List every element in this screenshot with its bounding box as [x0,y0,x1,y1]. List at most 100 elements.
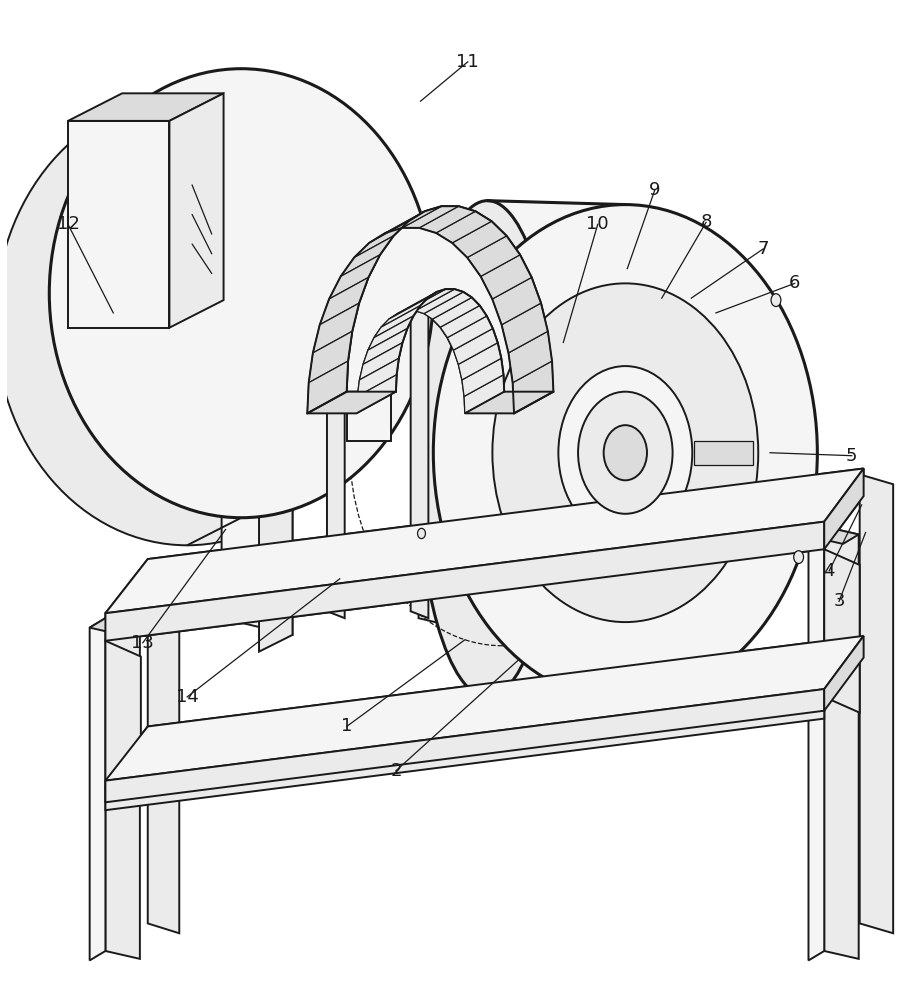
Polygon shape [307,392,395,413]
Polygon shape [433,297,480,327]
Polygon shape [397,289,445,314]
Polygon shape [824,636,863,711]
Polygon shape [105,696,824,810]
Polygon shape [385,357,490,391]
Polygon shape [824,468,863,549]
Polygon shape [259,455,292,652]
Ellipse shape [0,96,379,545]
Text: 7: 7 [757,240,769,258]
Text: 9: 9 [649,181,660,199]
Polygon shape [221,438,292,635]
Polygon shape [406,289,454,311]
Polygon shape [487,201,625,701]
Polygon shape [509,331,552,383]
Polygon shape [320,277,368,325]
Text: 12: 12 [56,215,80,233]
Polygon shape [105,522,824,641]
Polygon shape [411,283,438,302]
Polygon shape [170,93,224,328]
Polygon shape [860,474,893,933]
Polygon shape [385,206,442,233]
Ellipse shape [417,528,425,539]
Polygon shape [481,255,532,299]
Polygon shape [374,306,421,338]
Text: 8: 8 [700,213,712,231]
Text: 5: 5 [846,447,857,465]
Polygon shape [381,297,428,327]
Polygon shape [327,308,345,618]
Polygon shape [411,295,428,618]
Polygon shape [313,303,359,353]
Polygon shape [369,211,424,243]
Polygon shape [824,468,863,549]
Text: 6: 6 [789,274,800,292]
Polygon shape [440,306,487,338]
Ellipse shape [794,551,804,564]
Polygon shape [329,255,380,299]
Text: 14: 14 [176,688,199,706]
Ellipse shape [578,392,673,514]
Polygon shape [456,374,490,652]
Polygon shape [148,579,180,933]
Ellipse shape [49,69,434,518]
Polygon shape [436,211,492,243]
Text: 3: 3 [834,592,844,610]
Polygon shape [308,331,352,383]
Ellipse shape [604,425,647,480]
Polygon shape [454,328,498,364]
Ellipse shape [416,201,559,697]
Polygon shape [462,358,503,396]
Polygon shape [502,303,548,353]
Polygon shape [512,361,553,413]
Polygon shape [424,292,472,319]
Polygon shape [389,292,437,319]
Polygon shape [808,527,859,544]
Polygon shape [105,689,824,802]
Polygon shape [464,375,504,413]
Polygon shape [808,527,824,960]
Text: 4: 4 [824,562,835,580]
Polygon shape [341,236,394,276]
Polygon shape [694,441,754,465]
Text: 2: 2 [390,762,402,780]
Text: 1: 1 [341,717,352,735]
Ellipse shape [771,294,781,307]
Polygon shape [458,343,502,380]
Polygon shape [105,636,863,781]
Polygon shape [464,392,553,413]
Polygon shape [105,468,863,613]
Polygon shape [415,289,463,314]
Polygon shape [824,527,859,959]
Polygon shape [307,228,514,413]
Polygon shape [359,343,403,380]
Polygon shape [105,522,824,641]
Polygon shape [402,206,459,228]
Polygon shape [327,296,355,315]
Polygon shape [346,206,553,392]
Polygon shape [418,357,490,635]
Text: 13: 13 [132,634,154,652]
Polygon shape [824,549,860,713]
Polygon shape [90,618,140,635]
Polygon shape [68,93,224,121]
Polygon shape [356,375,396,413]
Polygon shape [90,618,105,960]
Polygon shape [105,636,863,781]
Ellipse shape [559,366,692,539]
Polygon shape [105,696,860,803]
Polygon shape [354,221,408,258]
Polygon shape [68,121,170,328]
Ellipse shape [493,283,758,622]
Polygon shape [188,438,292,471]
Polygon shape [493,277,541,325]
Polygon shape [105,689,824,802]
Polygon shape [346,392,391,441]
Polygon shape [307,361,348,413]
Polygon shape [357,358,399,396]
Polygon shape [419,206,475,233]
Polygon shape [105,641,141,803]
Polygon shape [453,221,507,258]
Polygon shape [105,468,863,613]
Polygon shape [467,236,520,276]
Ellipse shape [434,205,817,701]
